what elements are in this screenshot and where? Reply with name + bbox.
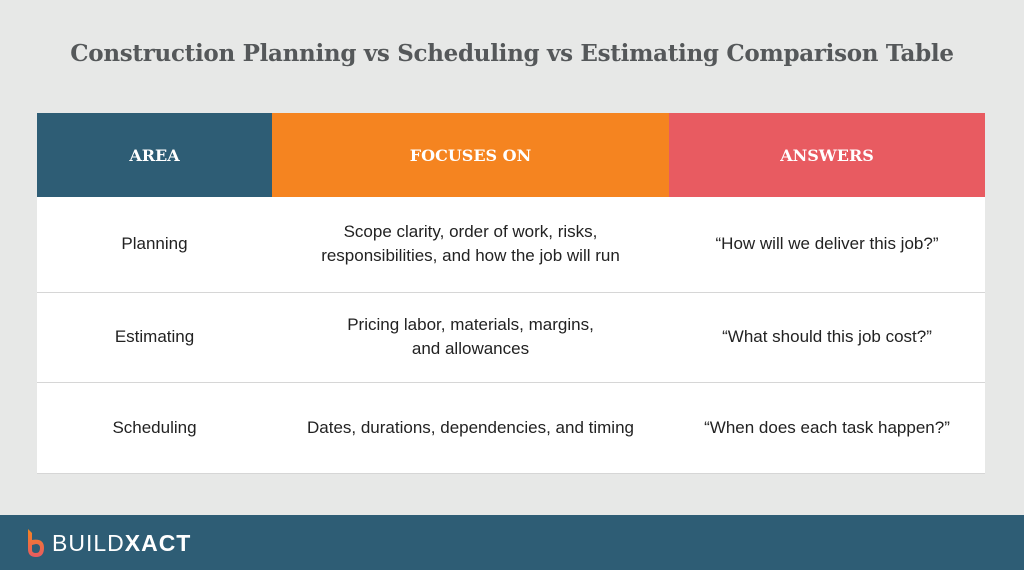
- table-row: Scheduling Dates, durations, dependencie…: [37, 382, 985, 474]
- cell-area: Planning: [37, 197, 272, 293]
- table-header-row: AREA FOCUSES ON ANSWERS: [37, 113, 985, 197]
- focus-line: responsibilities, and how the job will r…: [321, 246, 620, 266]
- focus-line: Scope clarity, order of work, risks,: [343, 222, 598, 242]
- cell-answer: “What should this job cost?”: [669, 292, 985, 383]
- buildxact-b-logo-icon: [28, 529, 44, 557]
- buildxact-logo: BUILDXACT: [26, 529, 191, 557]
- cell-answer: “How will we deliver this job?”: [669, 197, 985, 293]
- header-answers: ANSWERS: [669, 113, 985, 197]
- cell-area: Scheduling: [37, 382, 272, 474]
- cell-focus: Scope clarity, order of work, risks, resp…: [272, 197, 669, 293]
- cell-area: Estimating: [37, 292, 272, 383]
- cell-focus: Dates, durations, dependencies, and timi…: [272, 382, 669, 474]
- cell-answer: “When does each task happen?”: [669, 382, 985, 474]
- table-row: Planning Scope clarity, order of work, r…: [37, 197, 985, 293]
- footer: BUILDXACT: [0, 515, 1024, 570]
- cell-focus: Pricing labor, materials, margins, and al…: [272, 292, 669, 383]
- comparison-table: AREA FOCUSES ON ANSWERS Planning Scope c…: [37, 113, 985, 474]
- logo-text-build: BUILD: [52, 529, 125, 556]
- focus-line: and allowances: [411, 339, 530, 358]
- header-area: AREA: [37, 113, 272, 197]
- table-row: Estimating Pricing labor, materials, mar…: [37, 292, 985, 383]
- focus-line: Pricing labor, materials, margins,: [347, 315, 594, 334]
- header-focuses-on: FOCUSES ON: [272, 113, 669, 197]
- page-title: Construction Planning vs Scheduling vs E…: [70, 40, 954, 67]
- logo-text-xact: XACT: [124, 529, 192, 556]
